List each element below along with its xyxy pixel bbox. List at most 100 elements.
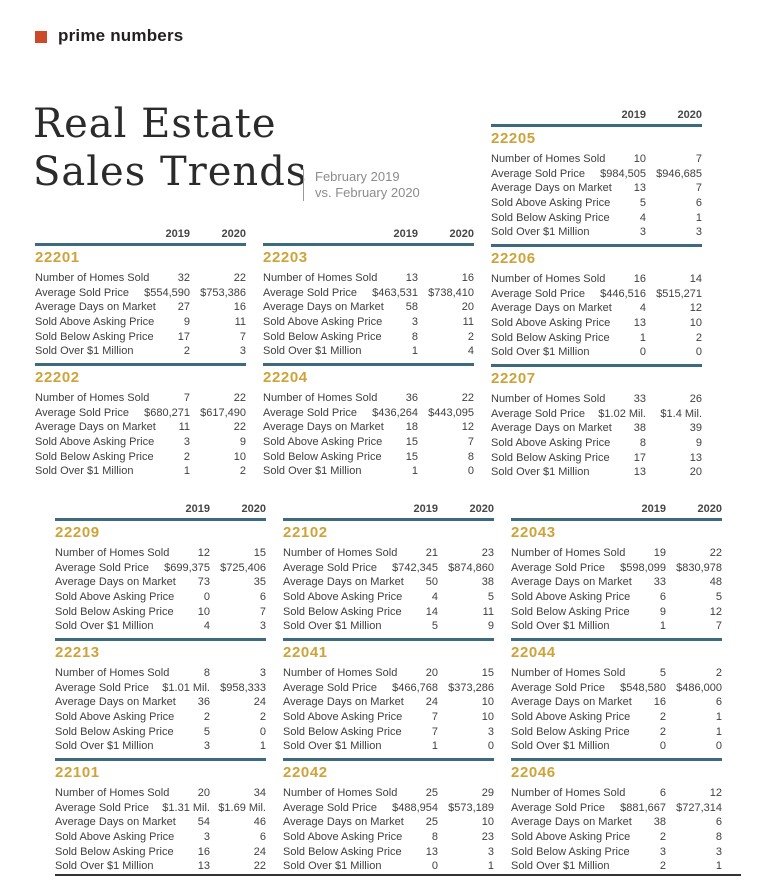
value-2019: $984,505 — [600, 167, 646, 180]
table-row: Number of Homes Sold 21 23 — [283, 546, 494, 561]
row-label: Sold Below Asking Price — [283, 845, 402, 858]
table-row: Sold Below Asking Price 16 24 — [55, 845, 266, 860]
table-row: Average Days on Market 73 35 — [55, 575, 266, 590]
value-2020: 15 — [253, 547, 266, 559]
brand-logo: prime numbers — [35, 26, 183, 46]
table-row: Sold Above Asking Price 6 5 — [511, 590, 722, 605]
table-row: Sold Over $1 Million 5 9 — [283, 619, 494, 634]
value-2020: $727,314 — [676, 801, 722, 814]
zip-code-heading: 22207 — [491, 370, 536, 387]
value-2019: 2 — [203, 711, 210, 724]
value-2020: $958,333 — [220, 681, 266, 694]
year-2019-header: 2019 — [165, 228, 190, 240]
row-label: Average Days on Market — [35, 421, 156, 434]
table-row: Sold Over $1 Million 2 3 — [35, 344, 246, 359]
value-2020: 16 — [233, 301, 246, 314]
row-label: Sold Over $1 Million — [35, 345, 134, 358]
value-2019: 5 — [431, 620, 438, 633]
table-row: Average Sold Price $699,375 $725,406 — [55, 561, 266, 576]
upper-column-2: 2019 2020 22203 Number of Homes Sold 13 16 Ave… — [263, 225, 474, 483]
value-2020: $486,000 — [676, 681, 722, 694]
value-2019: 18 — [405, 421, 418, 434]
row-label: Sold Over $1 Million — [283, 740, 382, 753]
value-2019: 5 — [639, 197, 646, 210]
zip-code-heading: 22102 — [283, 524, 328, 541]
row-label: Number of Homes Sold — [511, 547, 626, 559]
row-label: Average Sold Price — [263, 286, 357, 299]
row-label: Sold Over $1 Million — [491, 346, 590, 359]
row-label: Number of Homes Sold — [283, 787, 398, 799]
value-2019: $742,345 — [392, 561, 438, 574]
year-column-headers: 2019 2020 — [263, 225, 474, 243]
table-row: Number of Homes Sold 10 7 — [491, 152, 702, 167]
value-2019: 7 — [183, 392, 190, 404]
value-2019: $554,590 — [144, 286, 190, 299]
table-row: Number of Homes Sold 5 2 — [511, 666, 722, 681]
value-2019: 6 — [659, 787, 666, 799]
row-label: Average Days on Market — [491, 182, 612, 195]
table-row: Sold Over $1 Million 2 1 — [511, 859, 722, 874]
row-label: Number of Homes Sold — [511, 787, 626, 799]
value-2020: 34 — [253, 787, 266, 799]
value-2020: $738,410 — [428, 286, 474, 299]
value-2020: 3 — [259, 620, 266, 633]
value-2020: 10 — [481, 816, 494, 829]
value-2019: 9 — [183, 316, 190, 329]
page-title: Real Estate Sales Trends — [33, 100, 307, 196]
row-label: Sold Below Asking Price — [511, 725, 630, 738]
row-label: Sold Below Asking Price — [55, 605, 174, 618]
value-2020: $443,095 — [428, 406, 474, 419]
value-2020: 24 — [253, 845, 266, 858]
row-label: Sold Below Asking Price — [283, 605, 402, 618]
value-2020: 3 — [715, 845, 722, 858]
table-row: Average Days on Market 38 6 — [511, 815, 722, 830]
table-row: Average Days on Market 13 7 — [491, 181, 702, 196]
value-2019: 25 — [425, 816, 438, 829]
table-top-rule — [55, 518, 266, 521]
value-2020: 20 — [689, 466, 702, 479]
value-2019: 3 — [411, 316, 418, 329]
table-row: Sold Over $1 Million 3 1 — [55, 739, 266, 754]
value-2019: 27 — [177, 301, 190, 314]
table-row: Average Days on Market 18 12 — [263, 420, 474, 435]
value-2019: 9 — [659, 605, 666, 618]
table-row: Sold Above Asking Price 5 6 — [491, 196, 702, 211]
value-2019: 16 — [197, 845, 210, 858]
value-2019: 2 — [659, 711, 666, 724]
table-row: Sold Below Asking Price 1 2 — [491, 331, 702, 346]
value-2019: 13 — [405, 272, 418, 284]
table-row: Sold Above Asking Price 0 6 — [55, 590, 266, 605]
value-2020: 11 — [482, 605, 494, 618]
table-top-rule — [491, 244, 702, 247]
lower-column-3: 2019 2020 22043 Number of Homes Sold 19 22 Ave… — [511, 500, 722, 878]
table-top-rule — [55, 758, 266, 761]
value-2019: 0 — [659, 740, 666, 753]
value-2019: 10 — [197, 605, 210, 618]
row-label: Number of Homes Sold — [491, 153, 606, 165]
value-2020: 12 — [689, 302, 702, 315]
row-label: Average Days on Market — [55, 816, 176, 829]
zip-table-22204: 22204 Number of Homes Sold 36 22 Average Sol… — [263, 363, 474, 483]
year-column-headers: 2019 2020 — [491, 106, 702, 124]
value-2020: 1 — [259, 740, 266, 753]
table-row: Number of Homes Sold 33 26 — [491, 392, 702, 407]
row-label: Average Sold Price — [35, 406, 129, 419]
value-2019: 2 — [659, 860, 666, 873]
row-label: Sold Over $1 Million — [263, 345, 362, 358]
value-2019: 3 — [203, 831, 210, 844]
table-row: Average Days on Market 38 39 — [491, 421, 702, 436]
row-label: Sold Over $1 Million — [55, 740, 154, 753]
value-2020: 12 — [709, 787, 722, 799]
value-2019: $680,271 — [144, 406, 190, 419]
table-row: Number of Homes Sold 20 34 — [55, 786, 266, 801]
table-row: Average Sold Price $1.31 Mil. $1.69 Mil. — [55, 801, 266, 816]
row-label: Average Days on Market — [283, 816, 404, 829]
row-label: Number of Homes Sold — [283, 547, 398, 559]
row-label: Sold Above Asking Price — [283, 711, 403, 724]
value-2020: 11 — [462, 316, 474, 329]
table-row: Average Days on Market 24 10 — [283, 695, 494, 710]
value-2019: 21 — [425, 547, 438, 559]
row-label: Average Days on Market — [491, 422, 612, 435]
table-row: Number of Homes Sold 8 3 — [55, 666, 266, 681]
value-2020: 7 — [695, 153, 702, 165]
